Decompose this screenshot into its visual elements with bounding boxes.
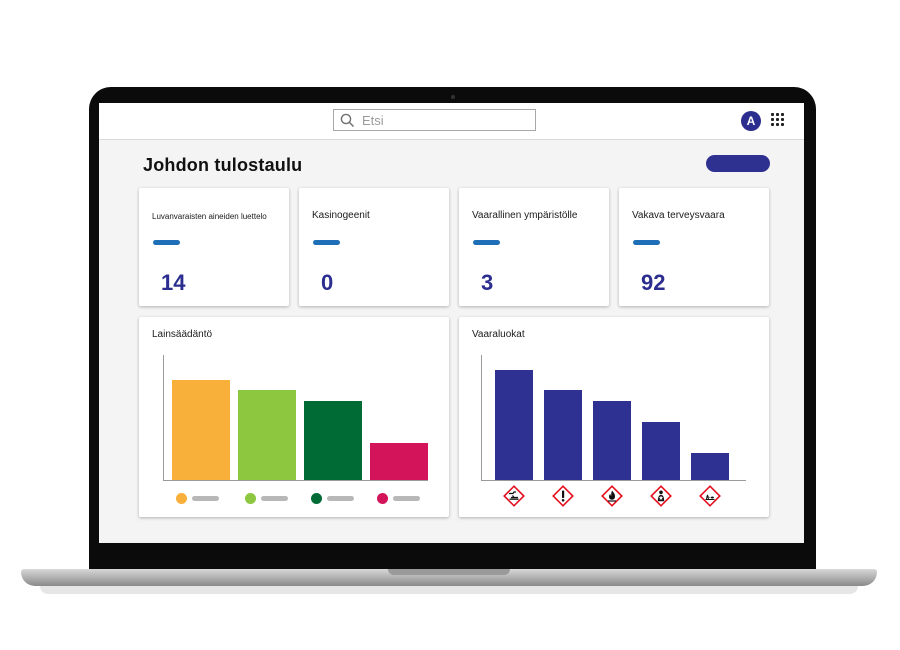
kpi-value: 92	[641, 270, 666, 295]
x-axis	[163, 480, 428, 481]
legend-label-placeholder	[393, 496, 420, 501]
hazard-class-bar[interactable]	[593, 400, 631, 480]
kpi-card-health-hazard[interactable]: Vakava terveysvaara 92	[619, 188, 769, 306]
kpi-indicator	[473, 240, 500, 245]
health-hazard-icon	[650, 485, 672, 507]
y-axis	[163, 355, 164, 480]
environment-icon	[699, 485, 721, 507]
kpi-label: Vakava terveysvaara	[632, 210, 725, 221]
legend-marker	[245, 493, 256, 504]
legend-marker	[176, 493, 187, 504]
hazard-class-bar[interactable]	[495, 369, 533, 480]
avatar[interactable]: A	[741, 111, 761, 131]
exclamation-icon	[552, 485, 574, 507]
kpi-label: Vaarallinen ympäristölle	[472, 210, 578, 221]
kpi-card-carcinogens[interactable]: Kasinogeenit 0	[299, 188, 449, 306]
search-input[interactable]	[362, 112, 527, 128]
laptop-base-notch	[388, 569, 510, 575]
camera-dot	[451, 95, 455, 99]
hazard-class-chart-card: Vaaraluokat	[459, 317, 769, 517]
legislation-bar[interactable]	[369, 442, 428, 480]
legend-marker	[377, 493, 388, 504]
kpi-card-environmental[interactable]: Vaarallinen ympäristölle 3	[459, 188, 609, 306]
chart-title: Lainsäädäntö	[152, 329, 213, 340]
kpi-label: Kasinogeenit	[312, 210, 370, 221]
action-button[interactable]	[706, 155, 770, 172]
page-title: Johdon tulostaulu	[143, 155, 303, 175]
kpi-label: Luvanvaraisten aineiden luettelo	[152, 212, 267, 221]
legislation-bar[interactable]	[303, 400, 362, 480]
legend-label-placeholder	[327, 496, 354, 501]
laptop-shadow	[40, 586, 858, 594]
legend-label-placeholder	[192, 496, 219, 501]
kpi-value: 14	[161, 270, 186, 295]
flammable-icon	[601, 485, 623, 507]
top-bar: A	[99, 103, 804, 140]
search-icon	[340, 113, 355, 128]
kpi-indicator	[633, 240, 660, 245]
legend-label-placeholder	[261, 496, 288, 501]
hazard-class-bar[interactable]	[691, 452, 729, 480]
legend-marker	[311, 493, 322, 504]
kpi-indicator	[313, 240, 340, 245]
hazard-class-bar[interactable]	[544, 390, 582, 480]
legislation-bar[interactable]	[237, 390, 296, 480]
legislation-bar[interactable]	[171, 380, 230, 480]
screen: A Johdon tulostaulu Luvanvaraisten ainei…	[99, 103, 804, 543]
kpi-value: 3	[481, 270, 494, 295]
search-box[interactable]	[333, 109, 536, 131]
app-grid-icon[interactable]	[771, 113, 785, 127]
hazard-class-bar[interactable]	[642, 421, 680, 480]
laptop-base	[21, 569, 877, 586]
chart-title: Vaaraluokat	[472, 329, 525, 340]
kpi-card-restricted[interactable]: Luvanvaraisten aineiden luettelo 14	[139, 188, 289, 306]
kpi-value: 0	[321, 270, 334, 295]
kpi-indicator	[153, 240, 180, 245]
legislation-chart-card: Lainsäädäntö	[139, 317, 449, 517]
y-axis	[481, 355, 482, 480]
x-axis	[481, 480, 746, 481]
corrosive-icon	[503, 485, 525, 507]
